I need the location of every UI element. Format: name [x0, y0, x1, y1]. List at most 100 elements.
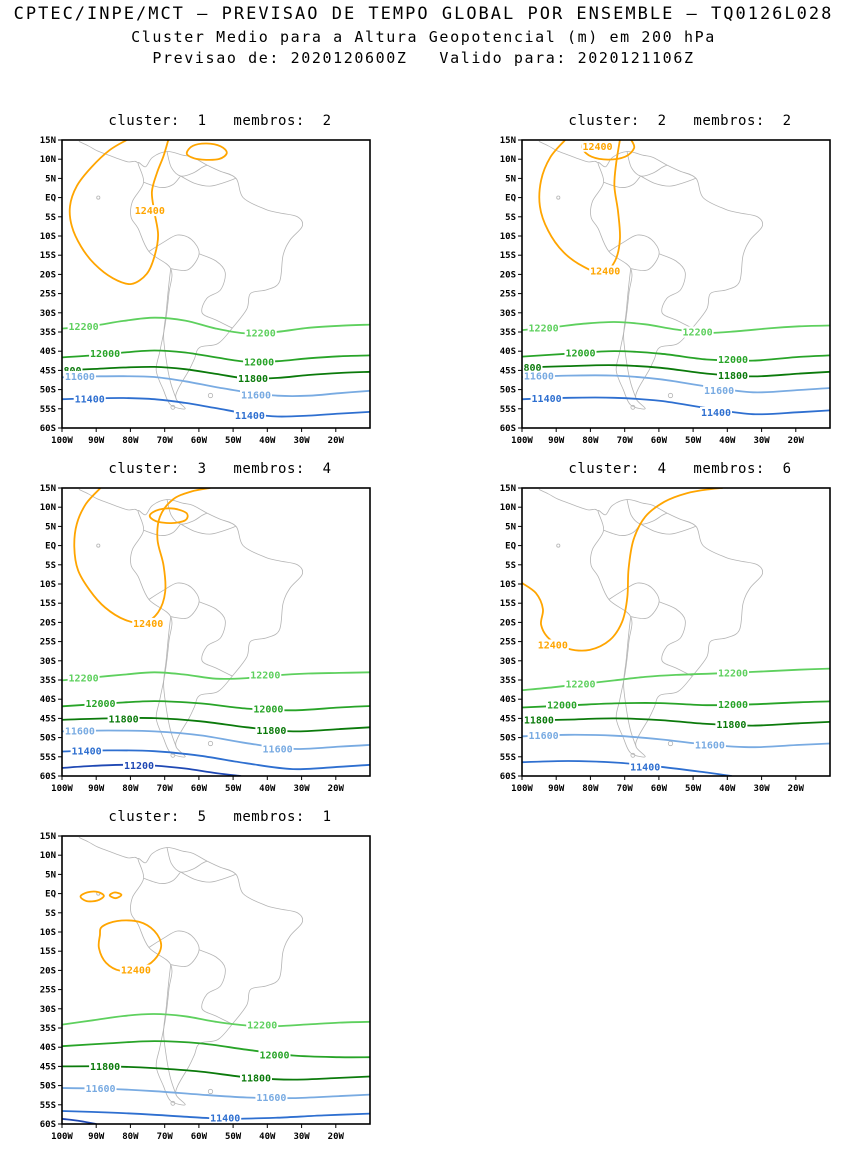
- lat-label: 40S: [500, 347, 516, 357]
- lat-label: 35S: [500, 676, 516, 686]
- lat-label: 60S: [500, 424, 516, 434]
- country-border: [658, 601, 693, 677]
- country-border: [623, 616, 637, 748]
- lat-label: 15N: [40, 832, 56, 842]
- contour-label-11400: 11400: [630, 762, 660, 773]
- contour-label-11800: 11800: [256, 726, 286, 737]
- country-border: [180, 175, 237, 187]
- contour-11600: [522, 733, 830, 749]
- contour-label-bg: [243, 356, 276, 368]
- lat-label: EQ: [45, 890, 56, 900]
- contour-label-12000: 12000: [253, 705, 283, 716]
- lat-label: 5N: [505, 174, 516, 184]
- contour-label-11400: 11400: [701, 408, 731, 419]
- lat-label: EQ: [45, 542, 56, 552]
- lat-label: 30S: [500, 657, 516, 667]
- contour-label-11600: 11600: [65, 372, 95, 383]
- contour-label-bg: [527, 322, 560, 334]
- panels-grid: cluster: 1 membros: 2 12400 12200 12200 1200…: [0, 113, 847, 1149]
- contour-11600: [62, 729, 370, 750]
- contour-label-bg: [261, 743, 294, 755]
- contour-label-12200: 12200: [69, 322, 99, 333]
- lat-label: 45S: [40, 1062, 56, 1072]
- contour-labels: 12400 12400 12200 12200 12000 12000 800 11800 11…: [522, 140, 749, 419]
- lat-label: 25S: [500, 638, 516, 648]
- lat-label: 35S: [40, 1024, 56, 1034]
- country-border: [163, 616, 177, 748]
- lat-label: 40S: [40, 695, 56, 705]
- lon-label: 20W: [328, 784, 345, 794]
- contour-label-11600: 11600: [65, 726, 95, 737]
- contour-12200: [62, 1013, 370, 1028]
- contour-label-bg: [717, 667, 749, 679]
- lon-label: 20W: [328, 436, 345, 446]
- contour-label-11600: 11600: [695, 740, 725, 751]
- contour-label-bg: [522, 714, 555, 726]
- lat-label: 55S: [500, 405, 516, 415]
- contour-11400: [522, 760, 733, 776]
- country-border: [166, 151, 208, 177]
- lon-label: 30W: [293, 784, 310, 794]
- contour-label-bg: [244, 327, 277, 339]
- map-svg: 12400 12200 12200 12000 12000 11800 11800 11600…: [40, 484, 371, 794]
- island-outline: [667, 740, 674, 747]
- country-border: [603, 175, 641, 188]
- lon-label: 90W: [548, 784, 565, 794]
- map-svg: 12400 12200 12200 12000 12000 11800 11800 11600…: [500, 484, 831, 794]
- contour-label-bg: [530, 392, 563, 404]
- contour-labels: 1240012200122001200012000800118001160011…: [62, 205, 277, 422]
- country-border: [166, 499, 208, 525]
- contour-label-bg: [589, 265, 622, 277]
- lat-label: 60S: [40, 772, 56, 782]
- contour-label-bg: [240, 389, 272, 401]
- contour-lines: [62, 140, 370, 418]
- contour-label-bg: [84, 697, 117, 709]
- lat-label: 35S: [500, 328, 516, 338]
- contour-label-11400: 11400: [235, 411, 265, 422]
- contour-label-11800: 11800: [241, 1073, 271, 1084]
- lat-label: 45S: [40, 714, 56, 724]
- contour-label-bg: [715, 719, 748, 731]
- country-border: [626, 499, 668, 525]
- contour-label-bg: [255, 725, 288, 736]
- country-border: [198, 949, 233, 1025]
- contour-label-12200: 12200: [683, 328, 713, 339]
- lat-label: 20S: [40, 966, 56, 976]
- contour-label-11400: 11400: [75, 394, 105, 405]
- lat-label: 5N: [45, 174, 56, 184]
- contour-label-12400: 12400: [121, 966, 151, 977]
- lon-label: 50W: [225, 436, 242, 446]
- lat-label: 25S: [500, 290, 516, 300]
- lat-label: 55S: [40, 405, 56, 415]
- lon-label: 60W: [191, 436, 208, 446]
- contour-label-bg: [89, 1060, 122, 1072]
- contour-label-11800: 11800: [524, 716, 554, 727]
- lat-label: 10S: [40, 580, 56, 590]
- lat-label: 10S: [500, 232, 516, 242]
- lon-label: 30W: [293, 436, 310, 446]
- map-svg: 12400 12200 12000 11800 11800 11600 11600 11400…: [40, 832, 371, 1142]
- lon-label: 100W: [51, 436, 73, 446]
- contour-label-bg: [255, 1092, 288, 1103]
- contour-label-bg: [233, 410, 266, 422]
- contour-label-11600: 11600: [256, 1093, 286, 1104]
- island-outline: [207, 1088, 214, 1095]
- lat-label: EQ: [45, 194, 56, 204]
- contour-12400: [79, 890, 105, 903]
- country-border: [180, 871, 237, 883]
- basemap-coastlines: [538, 489, 763, 758]
- lat-label: 15S: [500, 599, 516, 609]
- lat-label: 25S: [40, 638, 56, 648]
- country-border: [658, 253, 693, 329]
- contour-12400: [522, 488, 724, 652]
- lon-label: 40W: [259, 784, 276, 794]
- lat-label: 15N: [500, 136, 516, 146]
- axes: 15N 10N 5N EQ 5S 10S 15S 20S 25S 30S 35S 40S 45S 50S 5…: [500, 484, 805, 794]
- contour-label-11600: 11600: [85, 1084, 115, 1095]
- country-border: [163, 268, 177, 400]
- contour-label-bg: [123, 759, 155, 771]
- contour-11400: [522, 396, 830, 416]
- lat-label: 30S: [40, 309, 56, 319]
- lat-label: EQ: [505, 194, 516, 204]
- lat-label: 60S: [40, 424, 56, 434]
